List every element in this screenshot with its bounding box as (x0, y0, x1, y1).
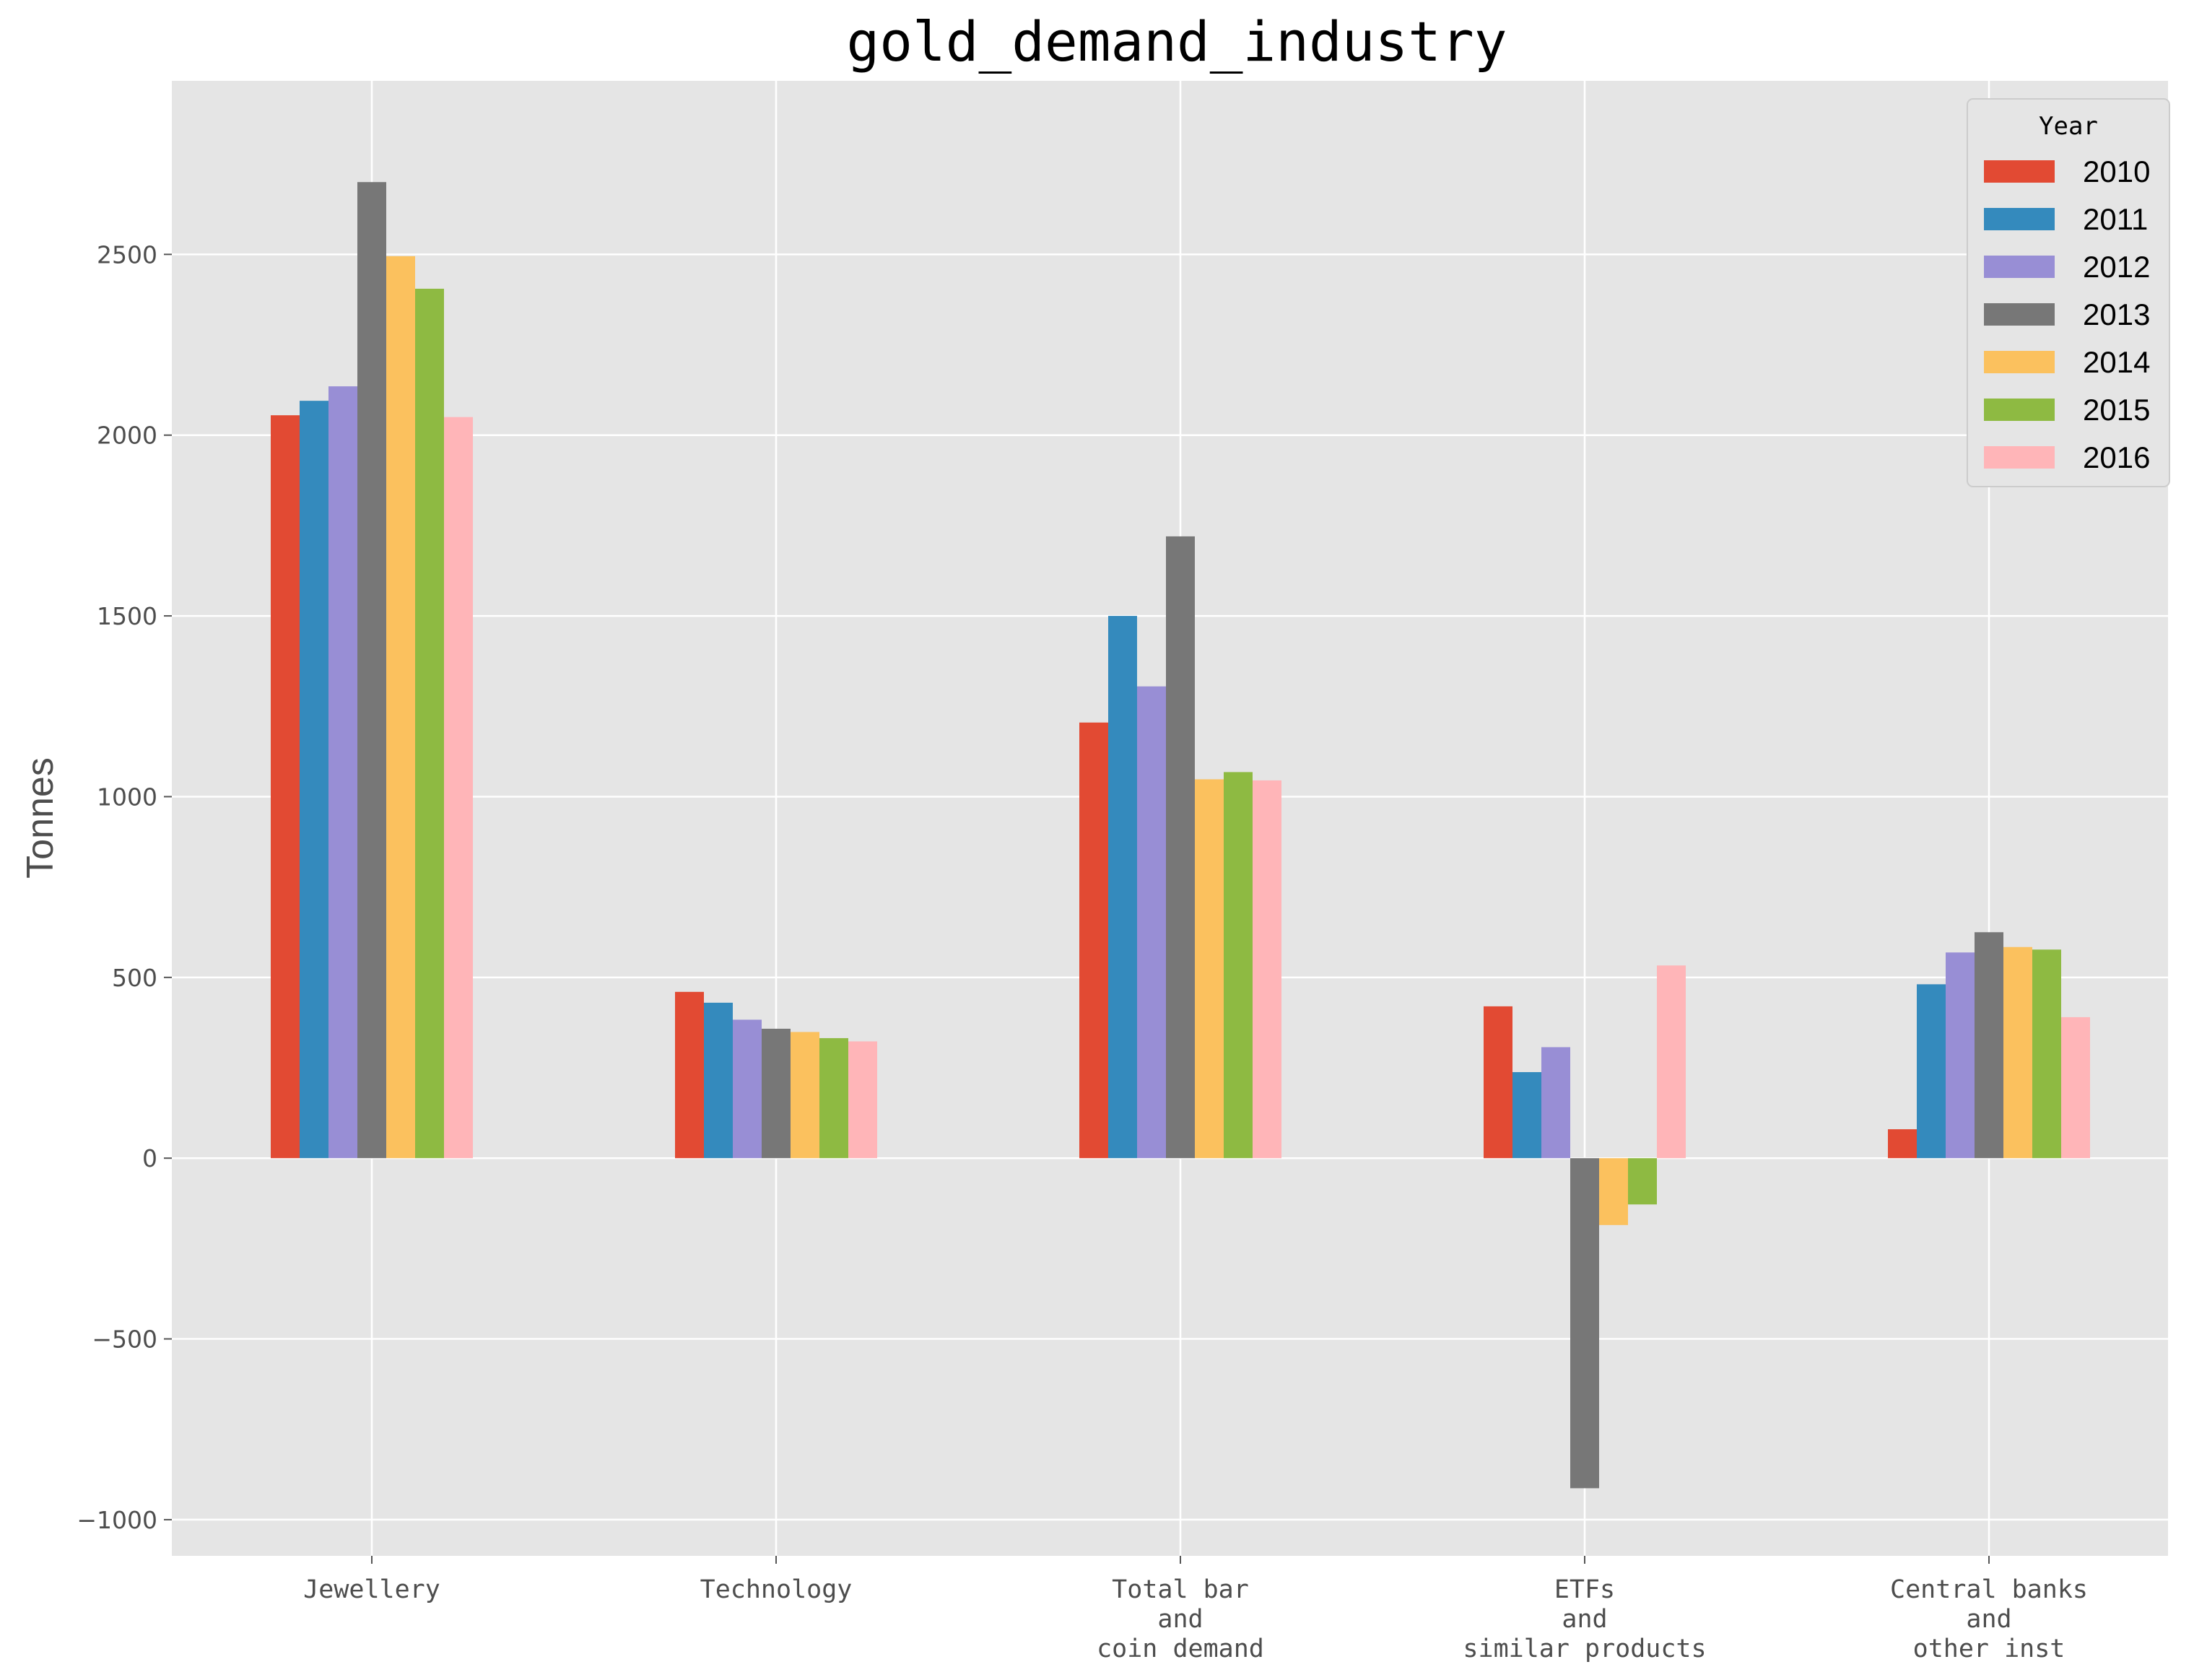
legend-label-2016: 2016 (2083, 440, 2150, 474)
bar-2016-2 (1253, 780, 1281, 1159)
bar-2015-1 (819, 1037, 848, 1159)
bar-2011-4 (1917, 984, 1946, 1159)
x-tick-label: Jewellery (303, 1575, 440, 1604)
legend-swatch-2011 (1984, 208, 2055, 230)
legend: Year 2010 2011 2012 2013 2014 2015 2016 (1967, 98, 2170, 487)
y-tick-label: 500 (112, 964, 157, 992)
legend-swatch-2010 (1984, 160, 2055, 183)
x-tick-label: coin demand (1097, 1635, 1264, 1663)
bars (271, 182, 2090, 1489)
bar-2014-2 (1195, 779, 1224, 1159)
bar-2013-3 (1570, 1158, 1599, 1489)
bar-2016-4 (2061, 1017, 2090, 1159)
legend-swatch-2013 (1984, 303, 2055, 326)
bar-2016-1 (848, 1041, 877, 1159)
x-tick-label: similar products (1463, 1635, 1706, 1663)
legend-label-2010: 2010 (2083, 154, 2150, 188)
legend-frame (1967, 98, 2170, 487)
legend-swatch-2015 (1984, 399, 2055, 421)
bar-2016-0 (444, 417, 473, 1159)
bar-2014-3 (1599, 1158, 1628, 1225)
bar-2012-3 (1541, 1047, 1570, 1159)
y-tick-label: 2500 (97, 240, 157, 269)
legend-swatch-2012 (1984, 256, 2055, 278)
bar-2016-3 (1657, 965, 1686, 1159)
y-tick-label: 0 (142, 1144, 157, 1172)
bar-2012-0 (328, 386, 357, 1159)
bar-2010-4 (1888, 1129, 1917, 1159)
bar-2013-0 (357, 182, 386, 1159)
x-tick-label: and (1562, 1605, 1607, 1634)
y-tick-label: 2000 (97, 422, 157, 450)
legend-swatch-2014 (1984, 351, 2055, 373)
bar-2010-1 (675, 991, 704, 1159)
bar-2010-3 (1484, 1006, 1512, 1159)
y-tick-label: −1000 (77, 1506, 157, 1534)
bar-2013-4 (1975, 932, 2003, 1159)
x-tick-label: and (1966, 1605, 2011, 1634)
bar-2014-0 (386, 256, 415, 1159)
bar-2012-2 (1137, 686, 1166, 1159)
chart-title: gold_demand_industry (846, 9, 1507, 74)
bar-2015-3 (1628, 1158, 1657, 1205)
y-tick-label: −500 (92, 1326, 157, 1354)
bar-2011-0 (300, 401, 328, 1159)
bar-2015-0 (415, 288, 444, 1159)
legend-title: Year (2039, 112, 2098, 141)
y-tick-label: 1000 (97, 783, 157, 811)
x-tick-label: ETFs (1554, 1575, 1615, 1604)
legend-label-2011: 2011 (2083, 202, 2148, 236)
bar-2015-2 (1224, 772, 1253, 1159)
bar-2013-1 (762, 1028, 791, 1159)
bar-2010-0 (271, 415, 300, 1159)
x-tick-label: Central banks (1890, 1575, 2088, 1604)
x-tick-label: and (1157, 1605, 1203, 1634)
x-tick-label: Technology (700, 1575, 853, 1604)
bar-2014-1 (791, 1032, 819, 1159)
bar-2015-4 (2032, 949, 2061, 1159)
legend-label-2012: 2012 (2083, 250, 2150, 284)
bar-2011-2 (1108, 616, 1137, 1159)
bar-2014-4 (2003, 946, 2032, 1159)
legend-swatch-2016 (1984, 446, 2055, 469)
y-tick-labels: −1000 −500 0 500 1000 1500 2000 2500 (77, 240, 172, 1534)
bar-2012-4 (1946, 952, 1975, 1159)
bar-2011-3 (1512, 1072, 1541, 1159)
legend-label-2015: 2015 (2083, 393, 2150, 427)
bar-2010-2 (1079, 722, 1108, 1159)
bar-2012-1 (733, 1019, 762, 1159)
y-tick-label: 1500 (97, 602, 157, 630)
x-tick-label: Total bar (1112, 1575, 1249, 1604)
bar-2013-2 (1166, 536, 1195, 1159)
x-tick-label: other inst (1913, 1635, 2065, 1663)
bar-2011-1 (704, 1002, 733, 1159)
legend-label-2013: 2013 (2083, 297, 2150, 331)
y-axis-label: Tonnes (19, 757, 61, 879)
legend-label-2014: 2014 (2083, 345, 2150, 379)
